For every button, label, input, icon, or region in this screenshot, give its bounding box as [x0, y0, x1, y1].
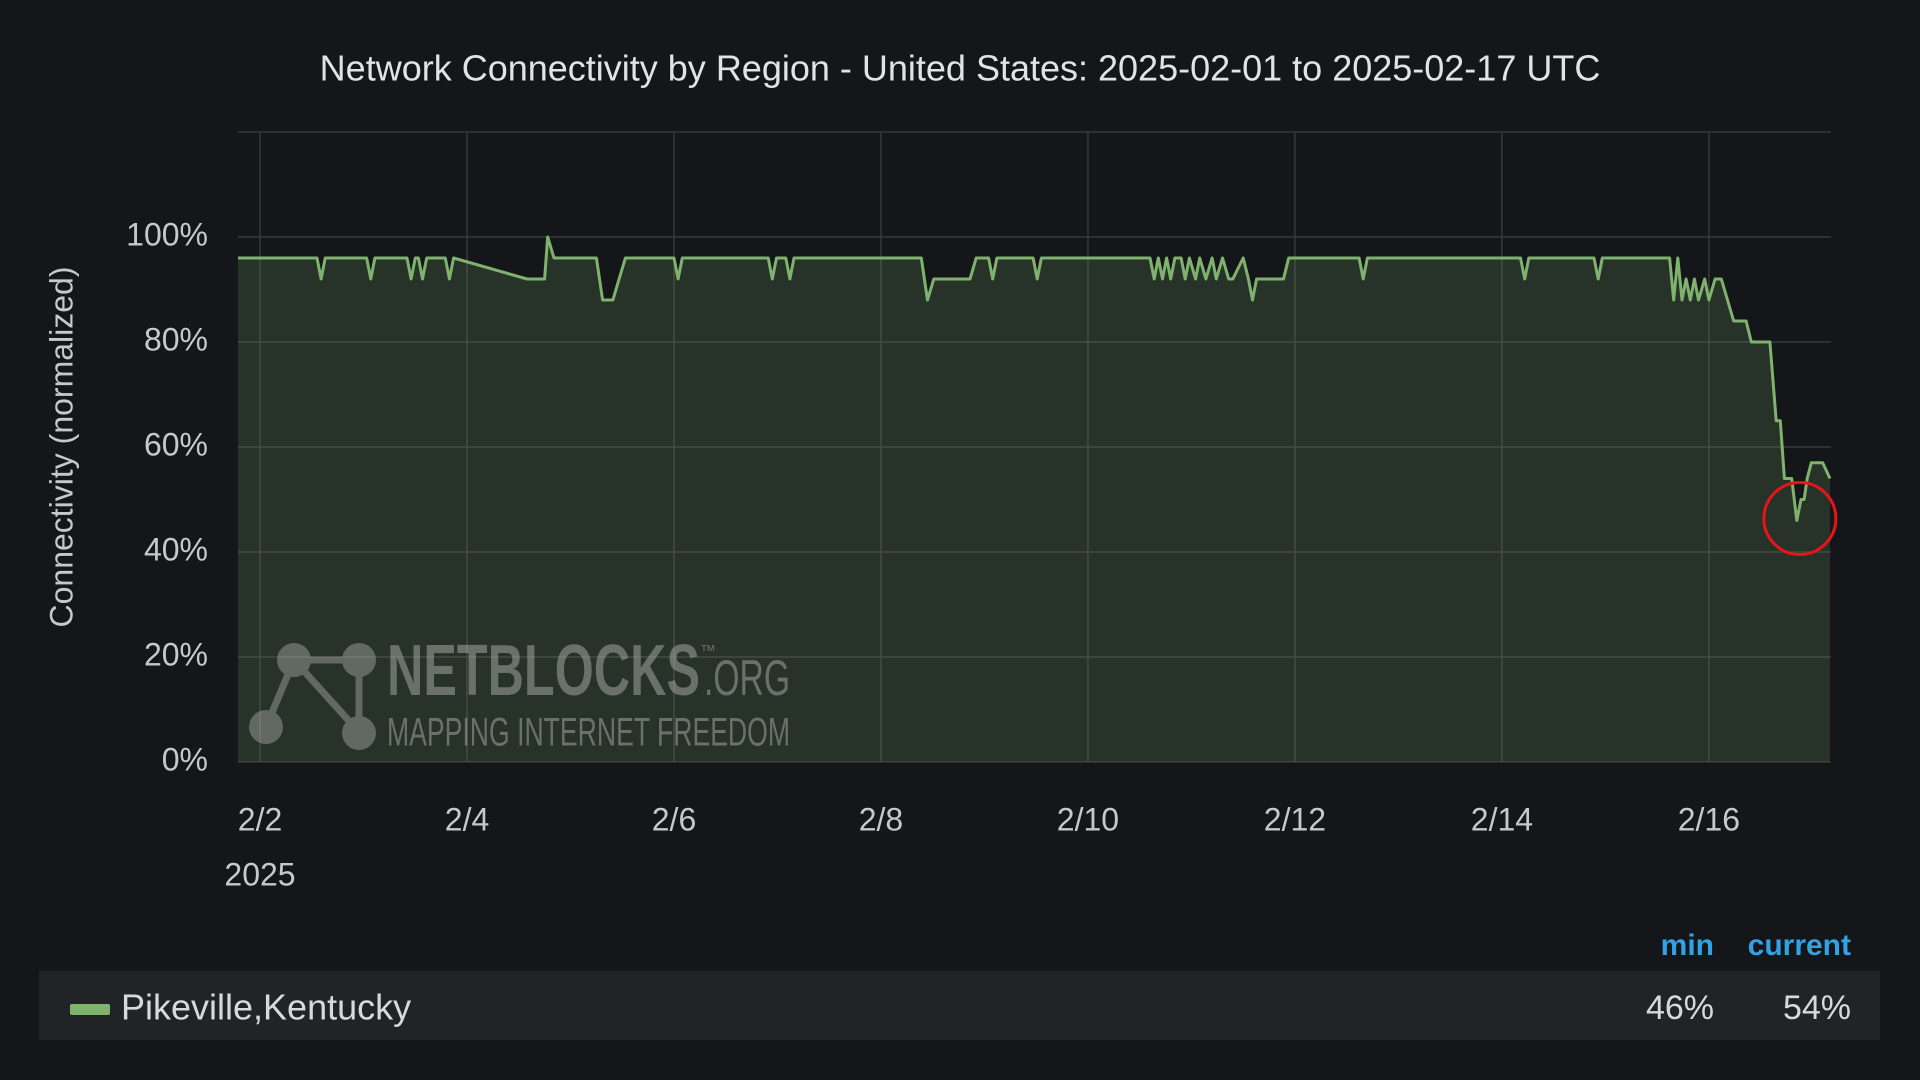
- y-tick-label: 40%: [144, 531, 208, 567]
- x-tick-label: 2/8: [859, 801, 903, 837]
- y-tick-label: 80%: [144, 321, 208, 357]
- legend-label: Pikeville,Kentucky: [121, 987, 411, 1028]
- y-tick-label: 20%: [144, 636, 208, 672]
- y-tick-label: 60%: [144, 426, 208, 462]
- legend-row: [39, 971, 1880, 1040]
- watermark-tagline: MAPPING INTERNET FREEDOM: [387, 711, 790, 755]
- legend-swatch: [70, 1004, 110, 1015]
- y-tick-label: 100%: [126, 216, 208, 252]
- y-axis-label: Connectivity (normalized): [43, 266, 79, 627]
- legend-value: 54%: [1783, 989, 1851, 1027]
- x-tick-label: 2/12: [1264, 801, 1326, 837]
- x-tick-label: 2/6: [652, 801, 696, 837]
- watermark-tm: ™: [700, 643, 716, 660]
- logo-node: [249, 710, 283, 744]
- plot: [238, 131, 1831, 763]
- line-series: [238, 235, 1832, 522]
- logo-node: [342, 643, 376, 677]
- annotation-circle: [1762, 481, 1838, 556]
- logo-link: [262, 658, 298, 729]
- chart-title: Network Connectivity by Region - United …: [320, 48, 1601, 89]
- y-tick-label: 0%: [162, 741, 208, 777]
- x-tick-label: 2/4: [445, 801, 489, 837]
- x-tick-label: 2/14: [1471, 801, 1533, 837]
- x-tick-label: 2/16: [1678, 801, 1740, 837]
- logo-node: [277, 643, 311, 677]
- legend-value: 46%: [1646, 989, 1714, 1027]
- logo-link: [291, 657, 362, 735]
- watermark-name: NETBLOCKS: [387, 631, 700, 711]
- x-tick-label: 2/2: [238, 801, 282, 837]
- watermark-domain: .ORG: [704, 650, 790, 706]
- legend-header: current: [1748, 929, 1851, 962]
- line-area: [238, 237, 1830, 762]
- x-tick-label: 2/10: [1057, 801, 1119, 837]
- legend-header: min: [1661, 929, 1714, 962]
- logo-node: [342, 716, 376, 750]
- watermark: NETBLOCKS ™ .ORG MAPPING INTERNET FREEDO…: [249, 631, 790, 755]
- year-label: 2025: [224, 856, 295, 892]
